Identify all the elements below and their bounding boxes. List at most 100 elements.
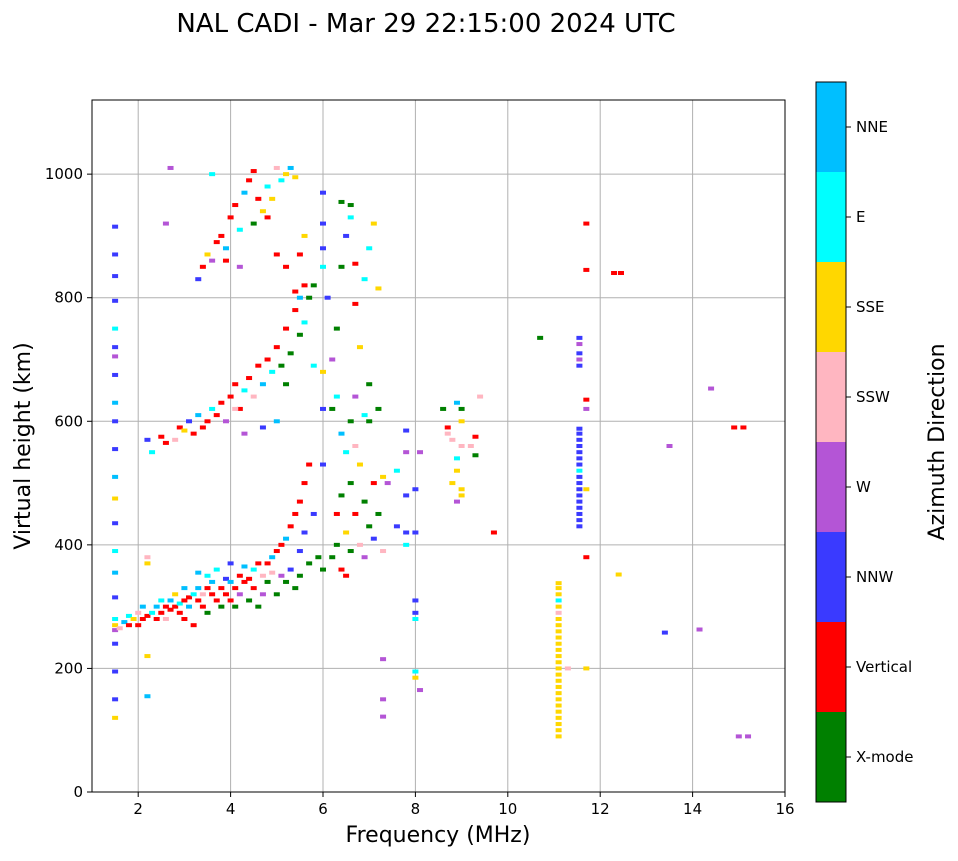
data-point-ssw [564, 666, 571, 671]
data-point-w [236, 592, 243, 597]
y-tick-label: 600 [54, 412, 83, 430]
data-point-vertical [343, 573, 350, 578]
data-point-nne [273, 419, 280, 424]
data-point-sse [555, 728, 562, 733]
data-point-vertical [222, 258, 229, 263]
data-point-x-mode [347, 203, 354, 208]
colorbar: X-mode Vertical NNW W SSW SSE E NNE [815, 81, 913, 803]
data-point-vertical [158, 610, 165, 615]
data-point-vertical [583, 555, 590, 560]
data-point-vertical [611, 271, 618, 275]
data-point-vertical [338, 567, 345, 572]
data-point-x-mode [347, 549, 354, 554]
data-point-e [176, 601, 183, 606]
data-point-nnw [301, 530, 308, 535]
data-point-x-mode [315, 555, 322, 560]
data-point-ssw [352, 444, 359, 448]
colorbar-label-nne: NNE [856, 118, 888, 136]
data-point-nnw [320, 462, 326, 467]
data-point-nne [338, 431, 345, 436]
x-tick-label: 12 [591, 800, 610, 818]
data-point-nnw [576, 426, 583, 431]
x-tick-label: 10 [498, 800, 517, 818]
data-point-vertical [444, 425, 451, 430]
data-point-sse [356, 345, 363, 350]
data-point-vertical [246, 178, 253, 183]
colorbar-label: Azimuth Direction [925, 343, 950, 540]
data-point-nnw [320, 190, 326, 195]
data-point-x-mode [338, 493, 345, 498]
data-point-x-mode [310, 283, 317, 288]
data-point-vertical [236, 573, 243, 578]
data-point-vertical [162, 604, 169, 609]
data-point-ssw [380, 549, 387, 554]
data-point-e [361, 277, 368, 282]
data-point-nnw [287, 567, 294, 572]
y-tick-label: 200 [54, 659, 83, 677]
data-point-vertical [158, 434, 165, 439]
data-point-nnw [112, 669, 119, 674]
data-point-e [236, 227, 243, 232]
data-point-x-mode [329, 555, 336, 560]
data-point-nnw [412, 487, 419, 492]
data-point-x-mode [296, 332, 303, 337]
data-point-w [417, 688, 424, 693]
data-point-nnw [112, 419, 119, 424]
data-point-w [384, 481, 391, 486]
data-point-nnw [576, 474, 583, 479]
data-point-w [666, 444, 673, 448]
data-point-e [158, 598, 165, 603]
data-point-vertical [617, 271, 624, 275]
data-point-nnw [324, 295, 331, 300]
data-point-w [696, 627, 703, 632]
data-point-x-mode [347, 481, 354, 486]
data-point-nnw [112, 298, 119, 303]
data-point-x-mode [287, 351, 294, 356]
x-tick-label: 8 [411, 800, 421, 818]
data-point-vertical [287, 524, 294, 529]
data-point-ssw [199, 592, 206, 597]
data-point-vertical [232, 203, 239, 208]
data-point-nnw [576, 481, 583, 486]
data-point-x-mode [273, 592, 280, 597]
data-point-nnw [343, 233, 350, 238]
data-point-sse [555, 684, 562, 689]
data-point-nne [269, 555, 276, 560]
data-point-nne [453, 400, 460, 405]
data-point-vertical [296, 499, 303, 504]
data-point-sse [449, 481, 456, 486]
data-point-vertical [213, 240, 220, 245]
data-point-nne [121, 620, 128, 625]
data-point-nnw [320, 221, 326, 226]
data-point-w [162, 221, 169, 226]
data-point-w [453, 499, 460, 504]
data-point-e [366, 246, 373, 251]
data-point-e [576, 468, 583, 473]
data-point-vertical [232, 586, 239, 591]
data-point-e [112, 326, 119, 331]
data-point-vertical [162, 440, 169, 445]
data-point-x-mode [338, 199, 345, 204]
data-point-vertical [490, 530, 497, 535]
data-point-vertical [213, 598, 220, 603]
data-point-x-mode [375, 511, 382, 516]
colorbar-swatch [816, 172, 846, 262]
grid [92, 100, 785, 792]
data-point-nnw [412, 530, 419, 535]
data-point-x-mode [250, 221, 257, 226]
x-axis-label: Frequency (MHz) [346, 823, 531, 848]
data-point-ssw [467, 444, 474, 448]
data-point-w [380, 714, 387, 719]
data-point-nnw [144, 437, 151, 442]
data-point-vertical [199, 604, 206, 609]
data-points [112, 165, 752, 739]
data-point-vertical [181, 617, 188, 621]
data-point-vertical [186, 595, 193, 600]
data-point-vertical [283, 264, 290, 269]
data-point-sse [555, 617, 562, 621]
data-point-vertical [283, 326, 290, 331]
data-point-vertical [583, 267, 590, 272]
data-point-nnw [412, 610, 419, 615]
data-point-w [708, 386, 715, 391]
data-point-x-mode [333, 542, 340, 547]
